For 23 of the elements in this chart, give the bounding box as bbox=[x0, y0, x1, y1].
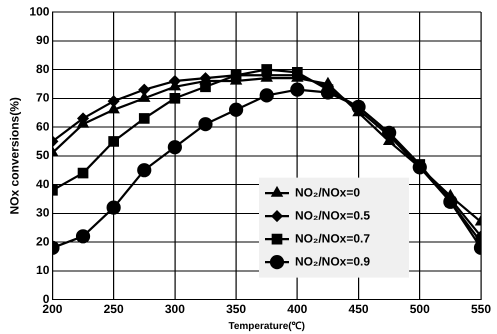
x-tick-label: 300 bbox=[164, 302, 186, 316]
y-tick-label: 90 bbox=[36, 33, 50, 48]
x-tick-label: 400 bbox=[287, 302, 308, 316]
y-tick-label: 100 bbox=[29, 4, 50, 18]
y-tick-label: 70 bbox=[36, 90, 50, 105]
x-tick-label: 500 bbox=[410, 302, 430, 316]
x-tick-label: 550 bbox=[470, 302, 492, 316]
x-tick-label: 350 bbox=[226, 302, 246, 316]
legend-label: NO₂/NOx=0.9 bbox=[295, 254, 370, 268]
y-tick-label: 20 bbox=[36, 234, 50, 248]
y-tick-label: 10 bbox=[36, 263, 50, 278]
x-tick-label: 450 bbox=[348, 302, 369, 316]
legend-label: NO₂/NOx=0.7 bbox=[295, 231, 370, 246]
y-tick-label: 50 bbox=[36, 148, 50, 162]
y-tick-label: 30 bbox=[36, 206, 50, 220]
legend-label: NO₂/NOx=0 bbox=[295, 185, 360, 200]
y-axis-title: NOx conversions(%) bbox=[8, 97, 22, 214]
y-tick-label: 40 bbox=[36, 176, 50, 191]
x-axis-title: Temperature(℃) bbox=[228, 320, 305, 332]
y-tick-label: 60 bbox=[36, 119, 50, 134]
y-tick-label: 80 bbox=[36, 62, 50, 76]
legend-label: NO₂/NOx=0.5 bbox=[295, 208, 370, 222]
x-tick-label: 250 bbox=[104, 302, 124, 316]
